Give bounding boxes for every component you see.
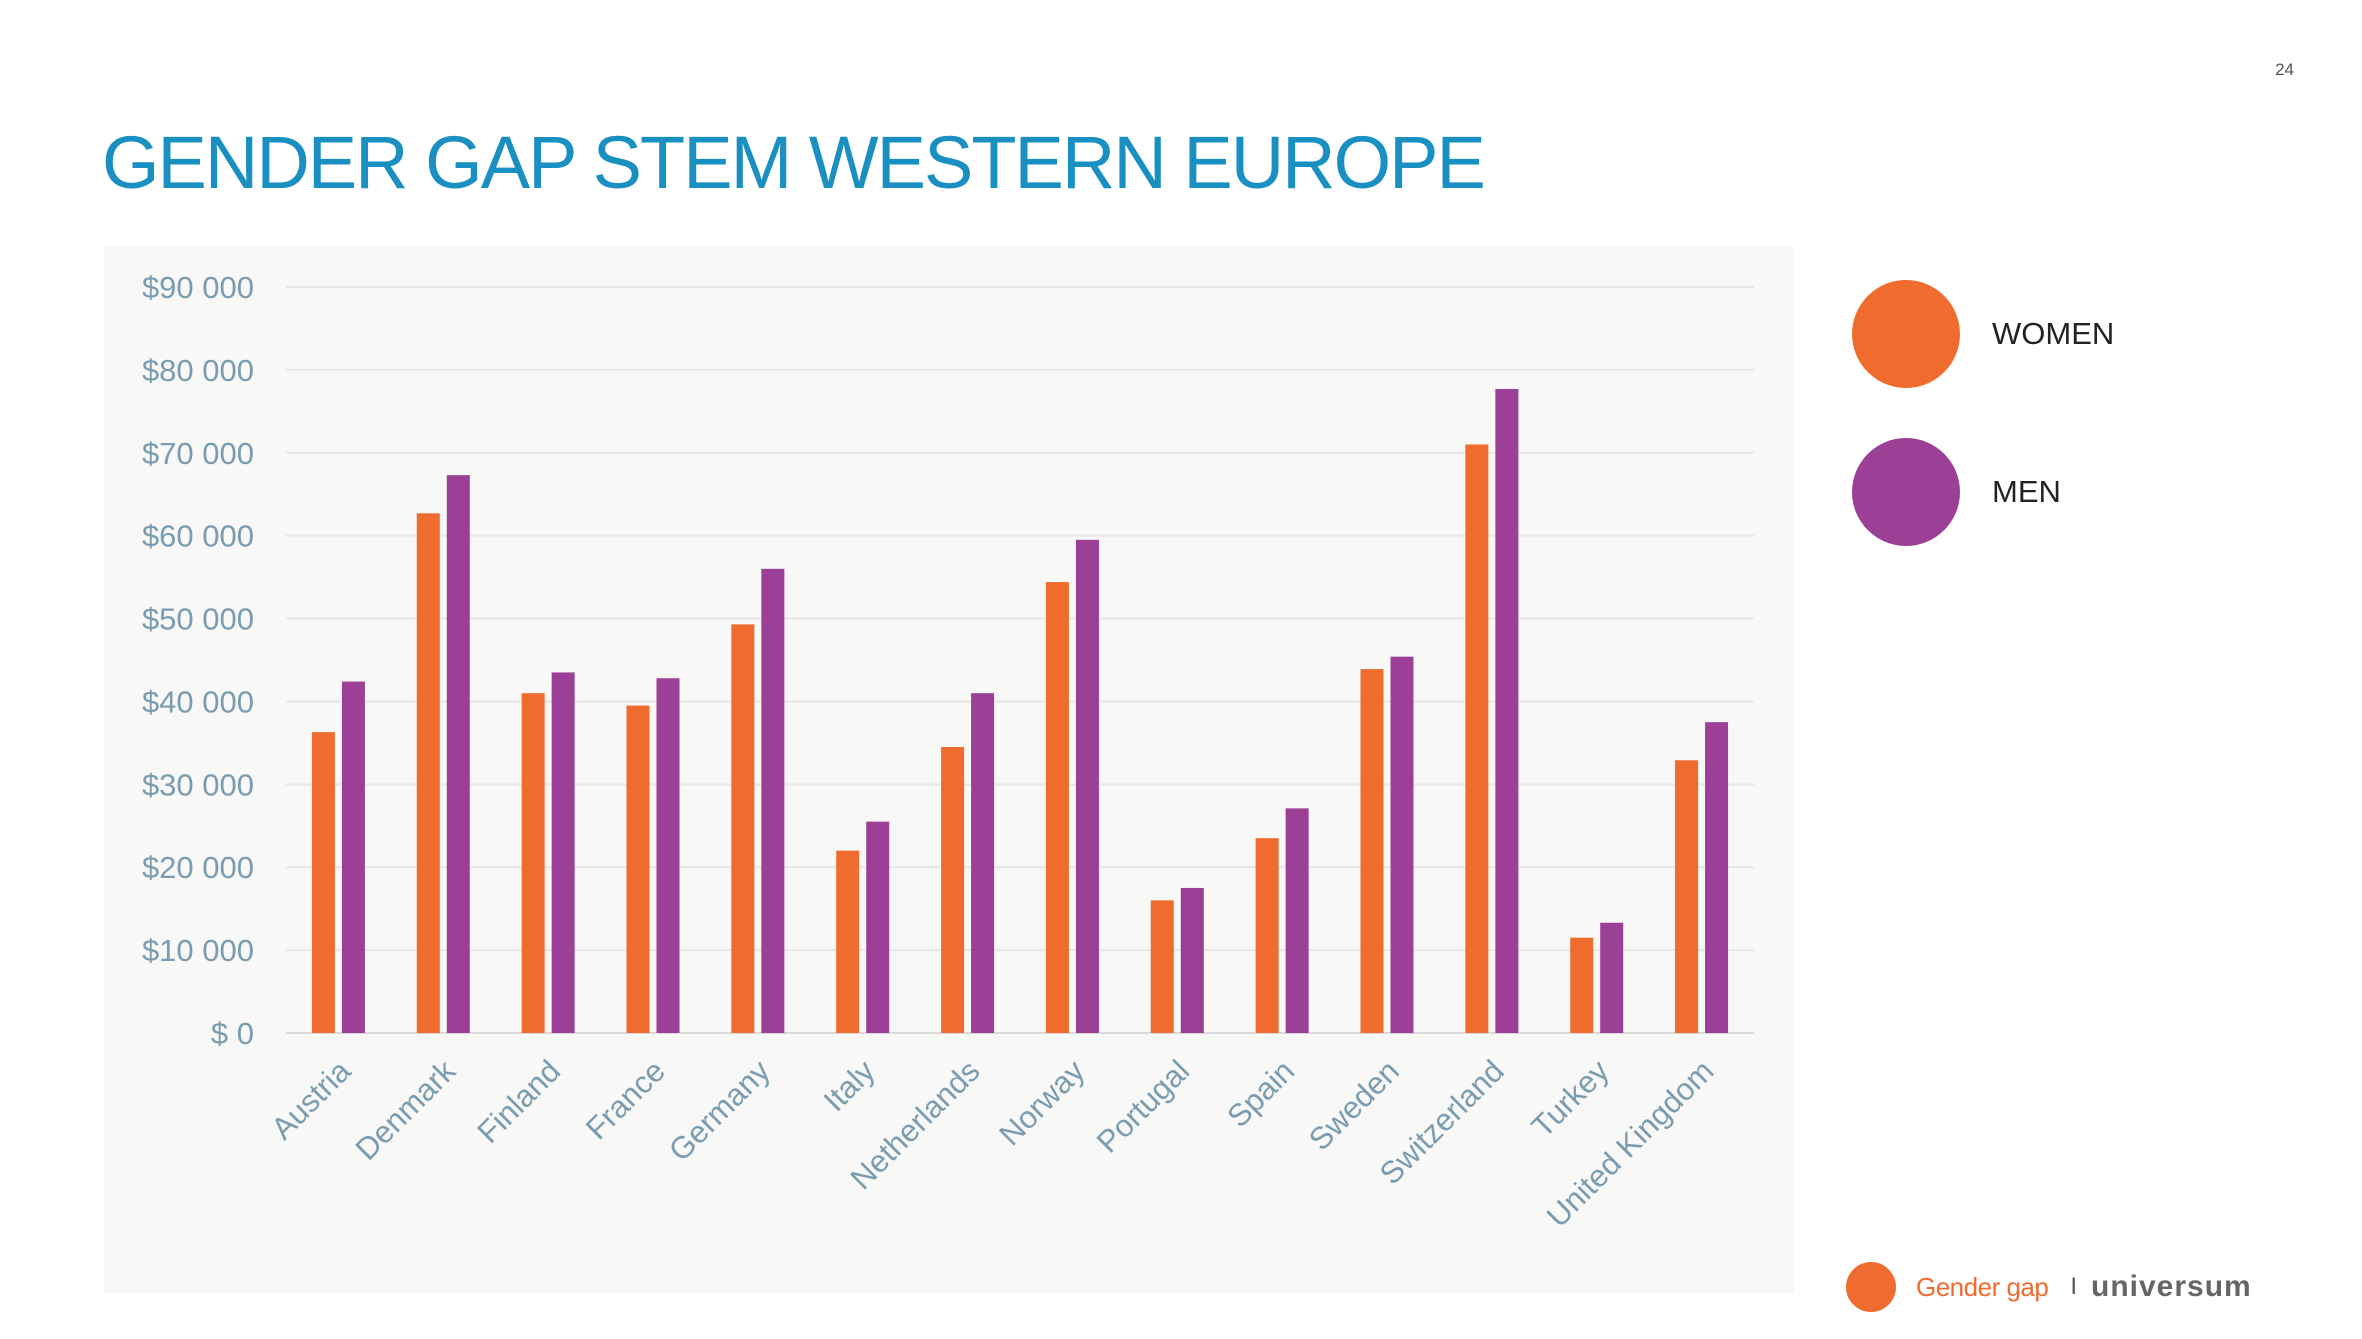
- legend-label-women: WOMEN: [1992, 316, 2115, 351]
- bar-women: [416, 513, 440, 1033]
- bar-men: [1390, 656, 1414, 1033]
- x-tick-label: Sweden: [1302, 1053, 1406, 1157]
- legend: WOMEN MEN: [1852, 280, 2272, 596]
- bar-women: [1675, 760, 1699, 1033]
- legend-swatch-women: [1852, 280, 1960, 388]
- footer-separator: I: [2070, 1273, 2077, 1300]
- x-tick-label: Austria: [264, 1053, 358, 1147]
- x-tick-label: Spain: [1220, 1053, 1301, 1134]
- legend-label-men: MEN: [1992, 474, 2061, 509]
- bar-women: [836, 850, 860, 1033]
- bar-men: [1600, 922, 1624, 1033]
- bar-men: [971, 693, 995, 1033]
- bar-men: [656, 678, 680, 1033]
- y-tick-label: $70 000: [142, 436, 254, 471]
- legend-item-women: WOMEN: [1852, 280, 2272, 388]
- bar-men: [1285, 808, 1309, 1033]
- y-tick-label: $ 0: [211, 1016, 254, 1051]
- x-tick-label: Finland: [470, 1053, 567, 1150]
- legend-item-men: MEN: [1852, 438, 2272, 546]
- bar-women: [1255, 838, 1279, 1033]
- bar-men: [551, 672, 575, 1033]
- y-tick-label: $80 000: [142, 353, 254, 388]
- page-number: 24: [2275, 60, 2294, 79]
- brand-logo: universum: [2091, 1270, 2252, 1303]
- y-tick-label: $20 000: [142, 850, 254, 885]
- x-tick-label: Germany: [662, 1053, 777, 1168]
- x-tick-label: Portugal: [1090, 1053, 1196, 1159]
- bar-chart: $ 0 $10 000 $20 000 $30 000 $40 000 $50 000 $6…: [142, 270, 1754, 1234]
- bar-men: [446, 475, 470, 1033]
- footer: Gender gap I universum: [1846, 1262, 2252, 1312]
- x-tick-label: Turkey: [1525, 1053, 1616, 1144]
- y-tick-label: $10 000: [142, 933, 254, 968]
- x-tick-label: Italy: [817, 1053, 882, 1118]
- bar-men: [1180, 887, 1204, 1033]
- bar-men: [1075, 539, 1099, 1033]
- bar-women: [626, 705, 650, 1033]
- chart-container: $ 0 $10 000 $20 000 $30 000 $40 000 $50 000 $6…: [104, 247, 1794, 1293]
- bar-women: [1360, 669, 1384, 1033]
- bar-women: [1570, 937, 1594, 1033]
- y-tick-label: $30 000: [142, 767, 254, 802]
- page-title: GENDER GAP STEM WESTERN EUROPE: [102, 121, 1486, 204]
- y-tick-label: $40 000: [142, 684, 254, 719]
- legend-swatch-men: [1852, 438, 1960, 546]
- footer-dot: [1846, 1262, 1896, 1312]
- bar-women: [1465, 444, 1489, 1033]
- bar-men: [1495, 388, 1519, 1033]
- y-tick-label: $60 000: [142, 519, 254, 554]
- bar-women: [521, 693, 545, 1033]
- footer-section-title: Gender gap: [1916, 1271, 2049, 1302]
- bar-women: [941, 747, 965, 1033]
- bar-men: [341, 681, 365, 1033]
- bar-women: [311, 732, 335, 1033]
- bar-women: [1045, 582, 1069, 1033]
- x-tick-label: Norway: [992, 1053, 1091, 1152]
- y-tick-label: $90 000: [142, 270, 254, 305]
- bar-men: [761, 568, 785, 1033]
- x-tick-label: France: [579, 1053, 672, 1146]
- bar-women: [1150, 900, 1174, 1033]
- bar-men: [866, 821, 890, 1033]
- bar-women: [731, 624, 755, 1033]
- x-tick-label: Denmark: [349, 1053, 463, 1167]
- y-tick-label: $50 000: [142, 602, 254, 637]
- bar-men: [1705, 722, 1729, 1033]
